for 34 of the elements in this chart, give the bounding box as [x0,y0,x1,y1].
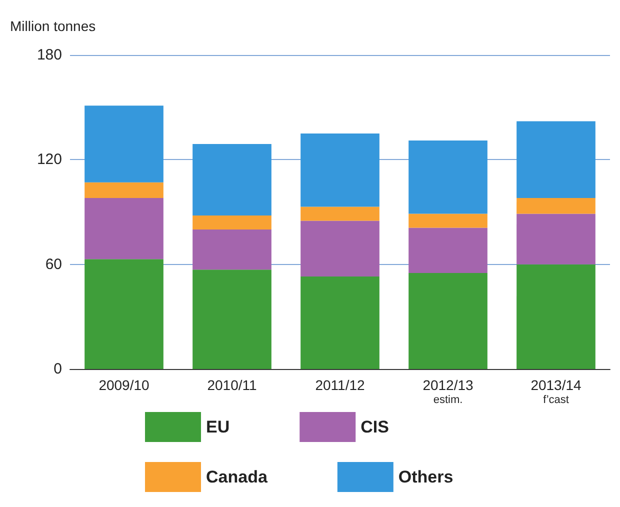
bar [300,134,380,207]
bar [300,220,380,277]
x-tick-label: 2013/14 f’cast [530,377,582,406]
bar [408,140,488,214]
legend-label: Others [398,468,454,486]
bar [516,214,596,264]
x-tick-label: 2009/10 [98,377,150,393]
legend-label: Canada [206,468,268,486]
bar [408,228,488,274]
bar [516,264,596,369]
x-tick-label: 2012/13 estim. [422,377,474,406]
bar [516,198,596,214]
bar [408,273,488,369]
bar [192,270,272,369]
bar [192,215,272,230]
y-tick-label: 180 [36,46,62,64]
legend-label: CIS [360,418,389,436]
legend-label: EU [206,418,230,436]
x-tick-label: 2010/11 [207,377,257,393]
bar [300,276,380,369]
bar [84,182,164,198]
bar [300,206,380,221]
bar [192,229,272,270]
bar [192,144,272,216]
bar [84,198,164,260]
bar [516,121,596,198]
y-tick-label: 0 [54,360,62,378]
y-tick-label: 60 [45,256,62,273]
bar [408,214,488,228]
x-tick-label: 2011/12 [315,377,365,393]
y-tick-label: 120 [36,151,62,168]
y-axis-title: Million tonnes [10,18,96,34]
bar [84,106,164,182]
bar [84,259,164,369]
